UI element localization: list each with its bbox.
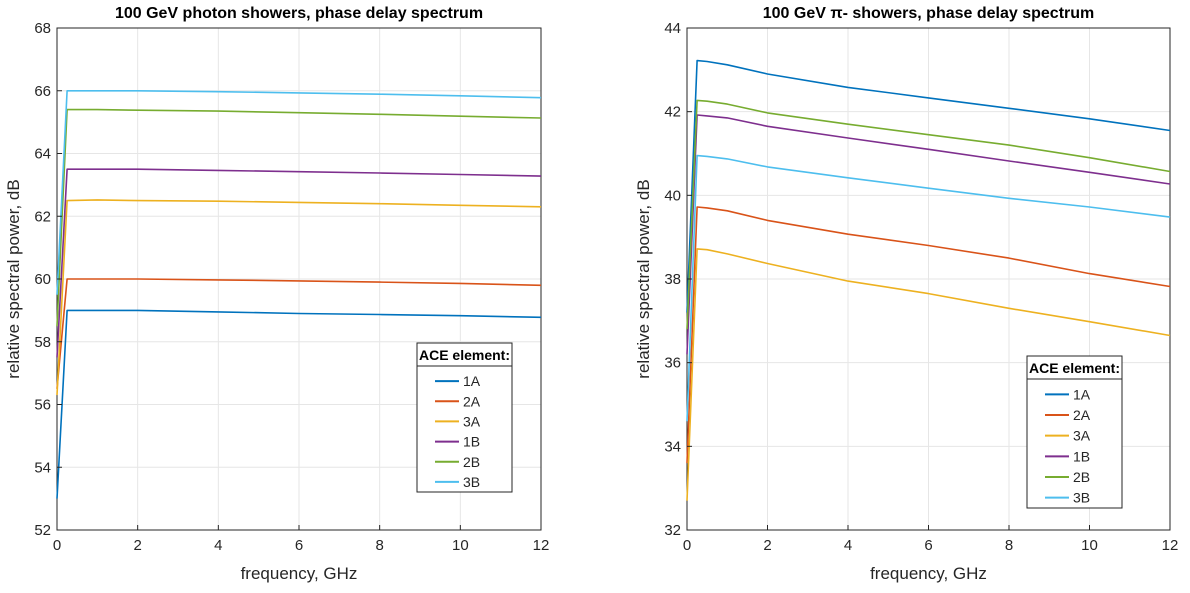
legend-title: ACE element: xyxy=(419,347,510,363)
series-line-1a xyxy=(686,59,1171,313)
y-tick-label: 58 xyxy=(34,334,51,351)
x-tick-label: 8 xyxy=(375,537,383,554)
series-line-2b xyxy=(686,99,1171,330)
y-tick-label: 60 xyxy=(34,271,51,288)
y-tick-label: 32 xyxy=(664,522,681,539)
y-tick-label: 40 xyxy=(664,187,681,204)
y-tick-label: 54 xyxy=(34,459,51,476)
y-tick-label: 66 xyxy=(34,83,51,100)
y-tick-label: 36 xyxy=(664,355,681,372)
series-line-2a xyxy=(686,206,1171,464)
y-tick-label: 44 xyxy=(664,20,681,37)
series-line-3b xyxy=(686,154,1171,422)
legend-label-3a: 3A xyxy=(1073,428,1091,444)
legend-label-1b: 1B xyxy=(463,434,480,450)
chart-pion-showers: 0 2 4 6 8 10 12 32 34 36 38 40 42 44 100 GeV π- showe… xyxy=(634,5,1178,583)
y-tick-label: 52 xyxy=(34,522,51,539)
legend-label-3a: 3A xyxy=(463,413,481,429)
x-tick-label: 0 xyxy=(683,537,691,554)
axis-ticks: 0 2 4 6 8 10 12 32 34 36 38 40 42 44 xyxy=(664,20,1178,554)
legend-label-2b: 2B xyxy=(1073,469,1090,485)
y-tick-label: 62 xyxy=(34,208,51,225)
x-tick-label: 4 xyxy=(844,537,852,554)
legend-label-1b: 1B xyxy=(1073,448,1090,464)
legend-box xyxy=(1026,355,1123,509)
series-line-1a xyxy=(56,309,542,499)
legend-label-3b: 3B xyxy=(1073,490,1090,506)
x-tick-label: 4 xyxy=(214,537,222,554)
y-tick-label: 68 xyxy=(34,20,51,37)
series-line-3a xyxy=(686,248,1171,501)
legend-label-1a: 1A xyxy=(1073,386,1091,402)
chart-title: 100 GeV π- showers, phase delay spectrum xyxy=(763,5,1095,22)
y-tick-label: 64 xyxy=(34,146,51,163)
x-tick-label: 6 xyxy=(924,537,932,554)
y-tick-label: 34 xyxy=(664,438,681,455)
x-tick-label: 12 xyxy=(1162,537,1179,554)
series-line-3a xyxy=(56,199,542,396)
x-axis-label: frequency, GHz xyxy=(870,564,987,583)
legend: ACE element: 1A 2A 3A 1B 2B 3B xyxy=(416,342,513,493)
x-tick-label: 6 xyxy=(295,537,303,554)
series-line-2a xyxy=(56,278,542,389)
chart-title: 100 GeV photon showers, phase delay spec… xyxy=(115,5,483,22)
series-lines xyxy=(56,90,542,499)
x-tick-label: 2 xyxy=(133,537,141,554)
x-tick-label: 0 xyxy=(53,537,61,554)
legend-label-3b: 3B xyxy=(463,474,480,490)
y-tick-label: 56 xyxy=(34,397,51,414)
series-line-1b xyxy=(56,168,542,358)
legend-label-1a: 1A xyxy=(463,373,481,389)
series-lines xyxy=(686,59,1171,501)
y-tick-label: 38 xyxy=(664,271,681,288)
x-tick-label: 10 xyxy=(452,537,469,554)
series-line-3b xyxy=(56,90,542,295)
y-axis-label: relative spectral power, dB xyxy=(4,179,23,378)
y-tick-label: 42 xyxy=(664,104,681,121)
x-tick-label: 12 xyxy=(533,537,550,554)
legend-label-2a: 2A xyxy=(463,393,481,409)
x-tick-label: 8 xyxy=(1005,537,1013,554)
x-tick-label: 2 xyxy=(763,537,771,554)
series-line-2b xyxy=(56,108,542,327)
legend: ACE element: 1A 2A 3A 1B 2B 3B xyxy=(1026,355,1123,509)
legend-box xyxy=(416,342,513,493)
series-line-1b xyxy=(686,114,1171,355)
x-axis-label: frequency, GHz xyxy=(241,564,358,583)
legend-label-2b: 2B xyxy=(463,454,480,470)
y-axis-label: relative spectral power, dB xyxy=(634,179,653,378)
legend-label-2a: 2A xyxy=(1073,407,1091,423)
x-tick-label: 10 xyxy=(1081,537,1098,554)
legend-title: ACE element: xyxy=(1029,360,1120,376)
